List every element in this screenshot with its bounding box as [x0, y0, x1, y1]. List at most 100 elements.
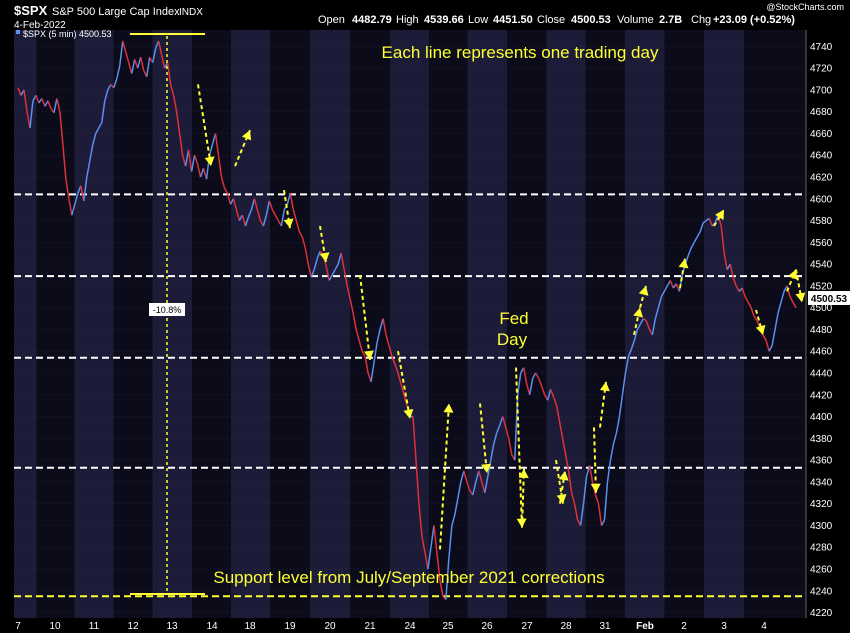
price-segment — [540, 385, 546, 396]
price-segment — [493, 432, 498, 444]
x-tick-label: 3 — [721, 621, 727, 632]
price-segment — [334, 263, 339, 270]
price-segment — [660, 290, 665, 298]
day-band — [152, 30, 192, 618]
price-segment — [307, 263, 312, 278]
day-band — [14, 30, 37, 618]
watermark: @StockCharts.com — [766, 2, 844, 12]
y-tick-label: 4260 — [810, 565, 833, 576]
price-segment — [750, 307, 755, 317]
price-segment — [645, 320, 651, 330]
price-segment — [220, 176, 226, 189]
price-segment — [160, 54, 166, 69]
price-segment — [169, 84, 175, 96]
price-segment — [669, 280, 675, 289]
trend-arrow-head — [283, 218, 294, 229]
price-segment — [331, 269, 336, 276]
price-segment — [606, 460, 612, 482]
day-band — [113, 30, 153, 618]
price-segment — [466, 481, 471, 491]
trend-arrow-head — [795, 292, 806, 303]
price-segment — [478, 470, 483, 483]
last-price-box — [808, 291, 850, 305]
x-tick-label: 24 — [404, 621, 416, 632]
price-segment — [714, 214, 719, 224]
price-segment — [47, 100, 52, 109]
price-segment — [771, 329, 776, 346]
trend-arrow-head — [638, 285, 649, 296]
trend-arrow-shaft — [439, 403, 450, 550]
y-tick-label: 4420 — [810, 390, 833, 401]
trend-arrow-head — [363, 350, 374, 360]
y-tick-label: 4280 — [810, 543, 833, 554]
price-segment — [193, 154, 199, 165]
drawdown-label: -10.8% — [153, 305, 182, 315]
y-tick-label: 4360 — [810, 456, 833, 467]
price-segment — [301, 236, 306, 248]
price-segment — [295, 220, 301, 232]
price-segment — [528, 378, 534, 395]
price-segment — [657, 296, 663, 308]
price-segment — [505, 427, 510, 439]
price-segment — [400, 383, 405, 395]
price-segment — [421, 536, 426, 553]
annotation-fed: Fed — [499, 309, 528, 328]
price-segment — [516, 372, 522, 395]
price-segment — [388, 345, 393, 357]
trend-arrow-shaft — [795, 269, 803, 303]
price-segment — [325, 266, 330, 281]
price-segment — [535, 372, 540, 379]
price-segment — [355, 329, 360, 341]
price-segment — [349, 298, 354, 314]
price-segment — [618, 394, 624, 417]
price-segment — [457, 481, 462, 499]
trend-arrow-head — [590, 483, 601, 493]
y-tick-label: 4720 — [810, 64, 833, 75]
price-segment — [696, 231, 701, 238]
price-segment — [56, 98, 61, 112]
price-segment — [214, 133, 220, 156]
day-arrows — [197, 84, 806, 550]
close-label: Close — [537, 14, 565, 26]
low-value: 4451.50 — [493, 14, 533, 26]
price-segment — [298, 231, 303, 238]
x-tick-label: 12 — [127, 621, 139, 632]
y-tick-label: 4600 — [810, 194, 833, 205]
price-segment — [765, 340, 770, 352]
price-segment — [729, 263, 734, 278]
day-band — [704, 30, 744, 618]
y-tick-label: 4620 — [810, 173, 833, 184]
y-tick-label: 4700 — [810, 85, 833, 96]
price-segment — [436, 552, 441, 580]
price-segment — [525, 383, 531, 395]
day-band — [310, 30, 350, 618]
price-segment — [154, 40, 160, 49]
day-band — [546, 30, 586, 618]
price-segment — [522, 367, 528, 385]
price-segment — [693, 236, 698, 243]
price-segment — [636, 323, 642, 330]
price-segment — [101, 100, 106, 123]
x-tick-label: 21 — [364, 621, 376, 632]
price-segment — [573, 503, 579, 521]
trend-arrow-head — [481, 463, 492, 474]
price-segment — [343, 269, 348, 287]
price-segment — [175, 111, 181, 134]
day-band — [36, 30, 75, 618]
price-segment — [412, 416, 417, 461]
x-tick-label: Feb — [636, 621, 654, 632]
price-segment — [496, 424, 501, 434]
price-segment — [274, 214, 279, 221]
price-segment — [289, 193, 295, 210]
price-segment — [373, 342, 378, 363]
price-segment — [65, 179, 70, 199]
low-label: Low — [468, 14, 488, 26]
x-axis: 7 10 11 12 13 14 18 19 20 21 24 25 26 27 28 31 Feb 2 3 4 — [15, 621, 767, 632]
price-segment — [768, 345, 773, 352]
chg-label: Chg — [691, 14, 711, 26]
price-segment — [708, 218, 713, 227]
price-segment — [612, 432, 618, 444]
price-segment — [280, 209, 286, 227]
price-segment — [116, 65, 121, 80]
